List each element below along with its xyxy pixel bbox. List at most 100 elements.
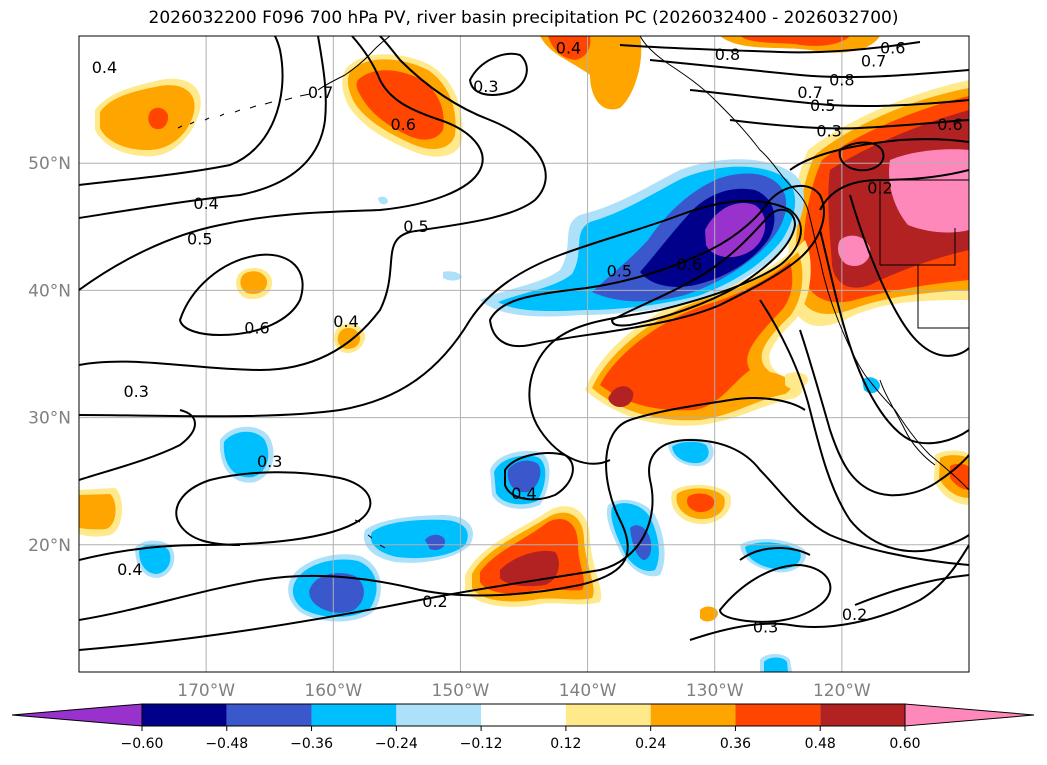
pv-contour-value: 0.5 [810,96,835,115]
pv-contour-label: 0.4 [556,39,581,58]
pv-contour-line [799,329,969,497]
shade-negative-spot-12 [378,196,388,205]
coast-north-america [639,36,969,491]
lon-tick-label: 150°W [432,681,490,701]
shade-negative-spot-7b [672,441,709,464]
pv-contour-value: 0.4 [92,58,117,77]
colorbar-segment [735,704,821,726]
shade-positive-band-4 [608,386,634,408]
longitude-axis: 170°W 160°W 150°W 140°W 130°W 120°W [177,681,871,701]
shade-positive-spot-2b [337,327,361,349]
shade-negative-spot-10 [862,377,880,394]
lat-tick-label: 20°N [28,536,71,556]
pv-contour-line [819,229,969,445]
pv-contour-value: 0.4 [117,560,142,579]
pv-contour-value: 0.4 [333,312,358,331]
colorbar-tick-label: −0.36 [290,736,333,752]
shade-positive-top-4 [740,36,850,46]
shade-positive-south-4 [500,550,559,587]
pv-contour-label: 0.6 [390,115,415,134]
pv-contour-line [759,299,969,553]
pv-contour-line [79,36,547,372]
colorbar-tick-label: 0.36 [720,736,751,752]
colorbar-segment [820,704,905,726]
pv-contour-value: 0.4 [556,39,581,58]
state-borders [879,179,969,329]
pv-contour-label: 0.4 [92,58,117,77]
pv-contour-line [739,547,969,606]
pv-contour-line [689,544,969,641]
pv-contour-line [849,194,969,357]
colorbar-segment [226,704,312,726]
colorbar-tick-label: 0.12 [550,736,581,752]
pv-contour-label: 0.2 [422,592,447,611]
pv-contour-value: 0.4 [511,484,536,503]
shade-negative-spot-2c [507,460,541,493]
shade-negative-spot-9b [764,657,788,672]
shade-negative-spot-4b [370,519,468,559]
pv-contour-value: 0.6 [677,255,702,274]
colorbar: −0.60 −0.48 −0.36 −0.24 −0.12 0.12 0.24 0.36 0.4… [11,703,1035,752]
coast-baja [879,379,936,466]
shade-positive-spot-4c [687,493,715,513]
pv-contour-line [838,141,885,172]
pv-contour-label: 0.2 [842,605,867,624]
pv-contour-label: 0.6 [677,255,702,274]
coast-alaska-islands [177,74,346,129]
colorbar-tick-label: 0.24 [635,736,666,752]
shade-positive-coast-5 [889,149,969,233]
colorbar-tick-label: −0.24 [375,736,418,752]
pv-contour-line [79,438,969,651]
shade-negative-spot-1b [223,431,269,478]
shade-positive-spot-7 [785,372,808,390]
pv-contour-label: 0.5 [607,261,632,280]
pv-contour-label: 0.5 [403,217,428,236]
pv-contour-line [610,208,797,327]
shade-positive-nw-1c [148,107,169,130]
pv-contour-line [468,52,528,96]
pv-contour-line [79,471,372,561]
colorbar-extend-low [11,703,143,727]
pv-contour-value: 0.2 [422,592,447,611]
map-frame [78,35,970,673]
pv-contour-label: 0.4 [117,560,142,579]
pv-contour-value: 0.3 [753,617,778,636]
pv-contour-label: 0.5 [810,96,835,115]
pv-contour-value: 0.5 [607,261,632,280]
pv-contour-label: 0.4 [511,484,536,503]
colorbar-segment [396,704,482,726]
shade-negative-spot-4c [425,534,446,550]
pv-contour-label: 0.3 [753,617,778,636]
pv-contour-label: 0.6 [244,319,269,338]
pv-contour-value: 0.6 [244,319,269,338]
pv-contour-line [79,200,802,465]
pv-contour-line [689,89,969,108]
pv-contour-value: 0.7 [308,83,333,102]
pv-contour-label: 0.3 [473,77,498,96]
pv-contour-value: 0.6 [390,115,415,134]
lon-tick-label: 160°W [304,681,362,701]
lon-tick-label: 140°W [559,681,617,701]
pv-contour-value: 0.3 [473,77,498,96]
colorbar-extend-high [904,703,1035,727]
pv-contour-value: 0.2 [867,179,892,198]
colorbar-segment [481,704,566,726]
coastlines [177,36,969,549]
lon-tick-label: 130°W [686,681,744,701]
colorbar-segment [565,704,651,726]
lat-tick-label: 40°N [28,281,71,301]
pv-contour-line [488,185,825,348]
pv-contour-value: 0.2 [842,605,867,624]
pv-contour-label: 0.7 [308,83,333,102]
pv-contour-line [819,169,969,211]
pv-contour-line [504,452,574,501]
pv-contour-value: 0.6 [937,115,962,134]
shade-negative-spot-3c [309,573,364,613]
coast-alaska-main [344,36,391,76]
colorbar-segment [142,704,227,726]
shade-positive-spot-6 [700,606,718,622]
pv-contour-label: 0.7 [797,83,822,102]
pv-contour-line [79,397,806,621]
shade-positive-coast-6 [838,235,871,267]
pv-contour-label: 0.3 [816,121,841,140]
